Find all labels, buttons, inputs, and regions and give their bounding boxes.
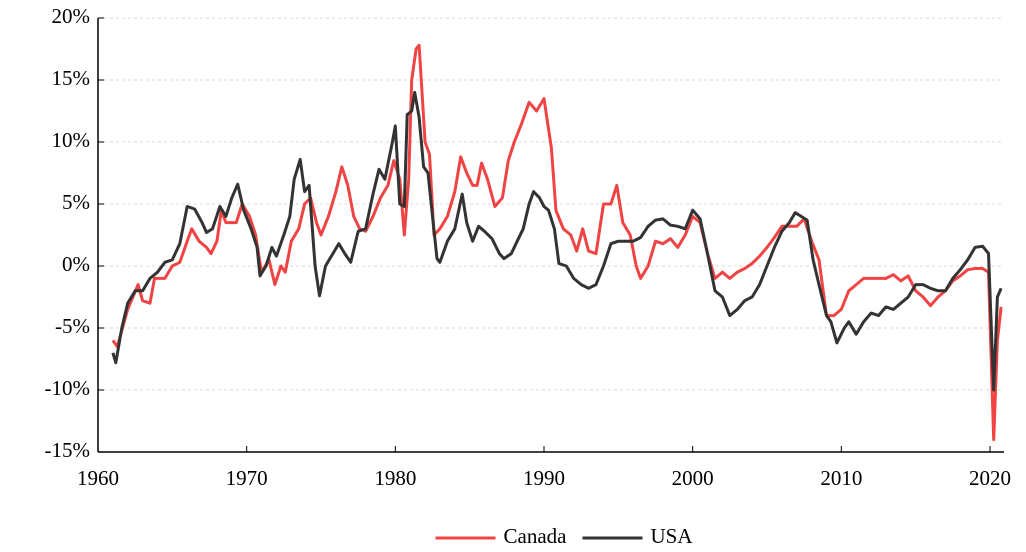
y-tick-label: 10% (52, 128, 91, 152)
x-tick-label: 1960 (77, 466, 119, 490)
y-tick-label: 20% (52, 4, 91, 28)
x-tick-label: 2010 (820, 466, 862, 490)
x-tick-label: 2000 (672, 466, 714, 490)
y-tick-label: -5% (55, 314, 90, 338)
x-tick-label: 1990 (523, 466, 565, 490)
legend-item: Canada (435, 524, 568, 548)
y-tick-label: 5% (62, 190, 90, 214)
line (111, 90, 1003, 392)
y-tick-label: 15% (52, 66, 91, 90)
legend-label: USA (650, 524, 693, 548)
y-tick-label: -10% (45, 376, 91, 400)
y-tick-label: 0% (62, 252, 90, 276)
legend-item: USA (582, 524, 693, 548)
x-tick-label: 2020 (969, 466, 1011, 490)
x-tick-label: 1980 (374, 466, 416, 490)
legend-label: Canada (504, 524, 568, 548)
y-tick-label: -15% (45, 438, 91, 462)
x-tick-label: 1970 (226, 466, 268, 490)
